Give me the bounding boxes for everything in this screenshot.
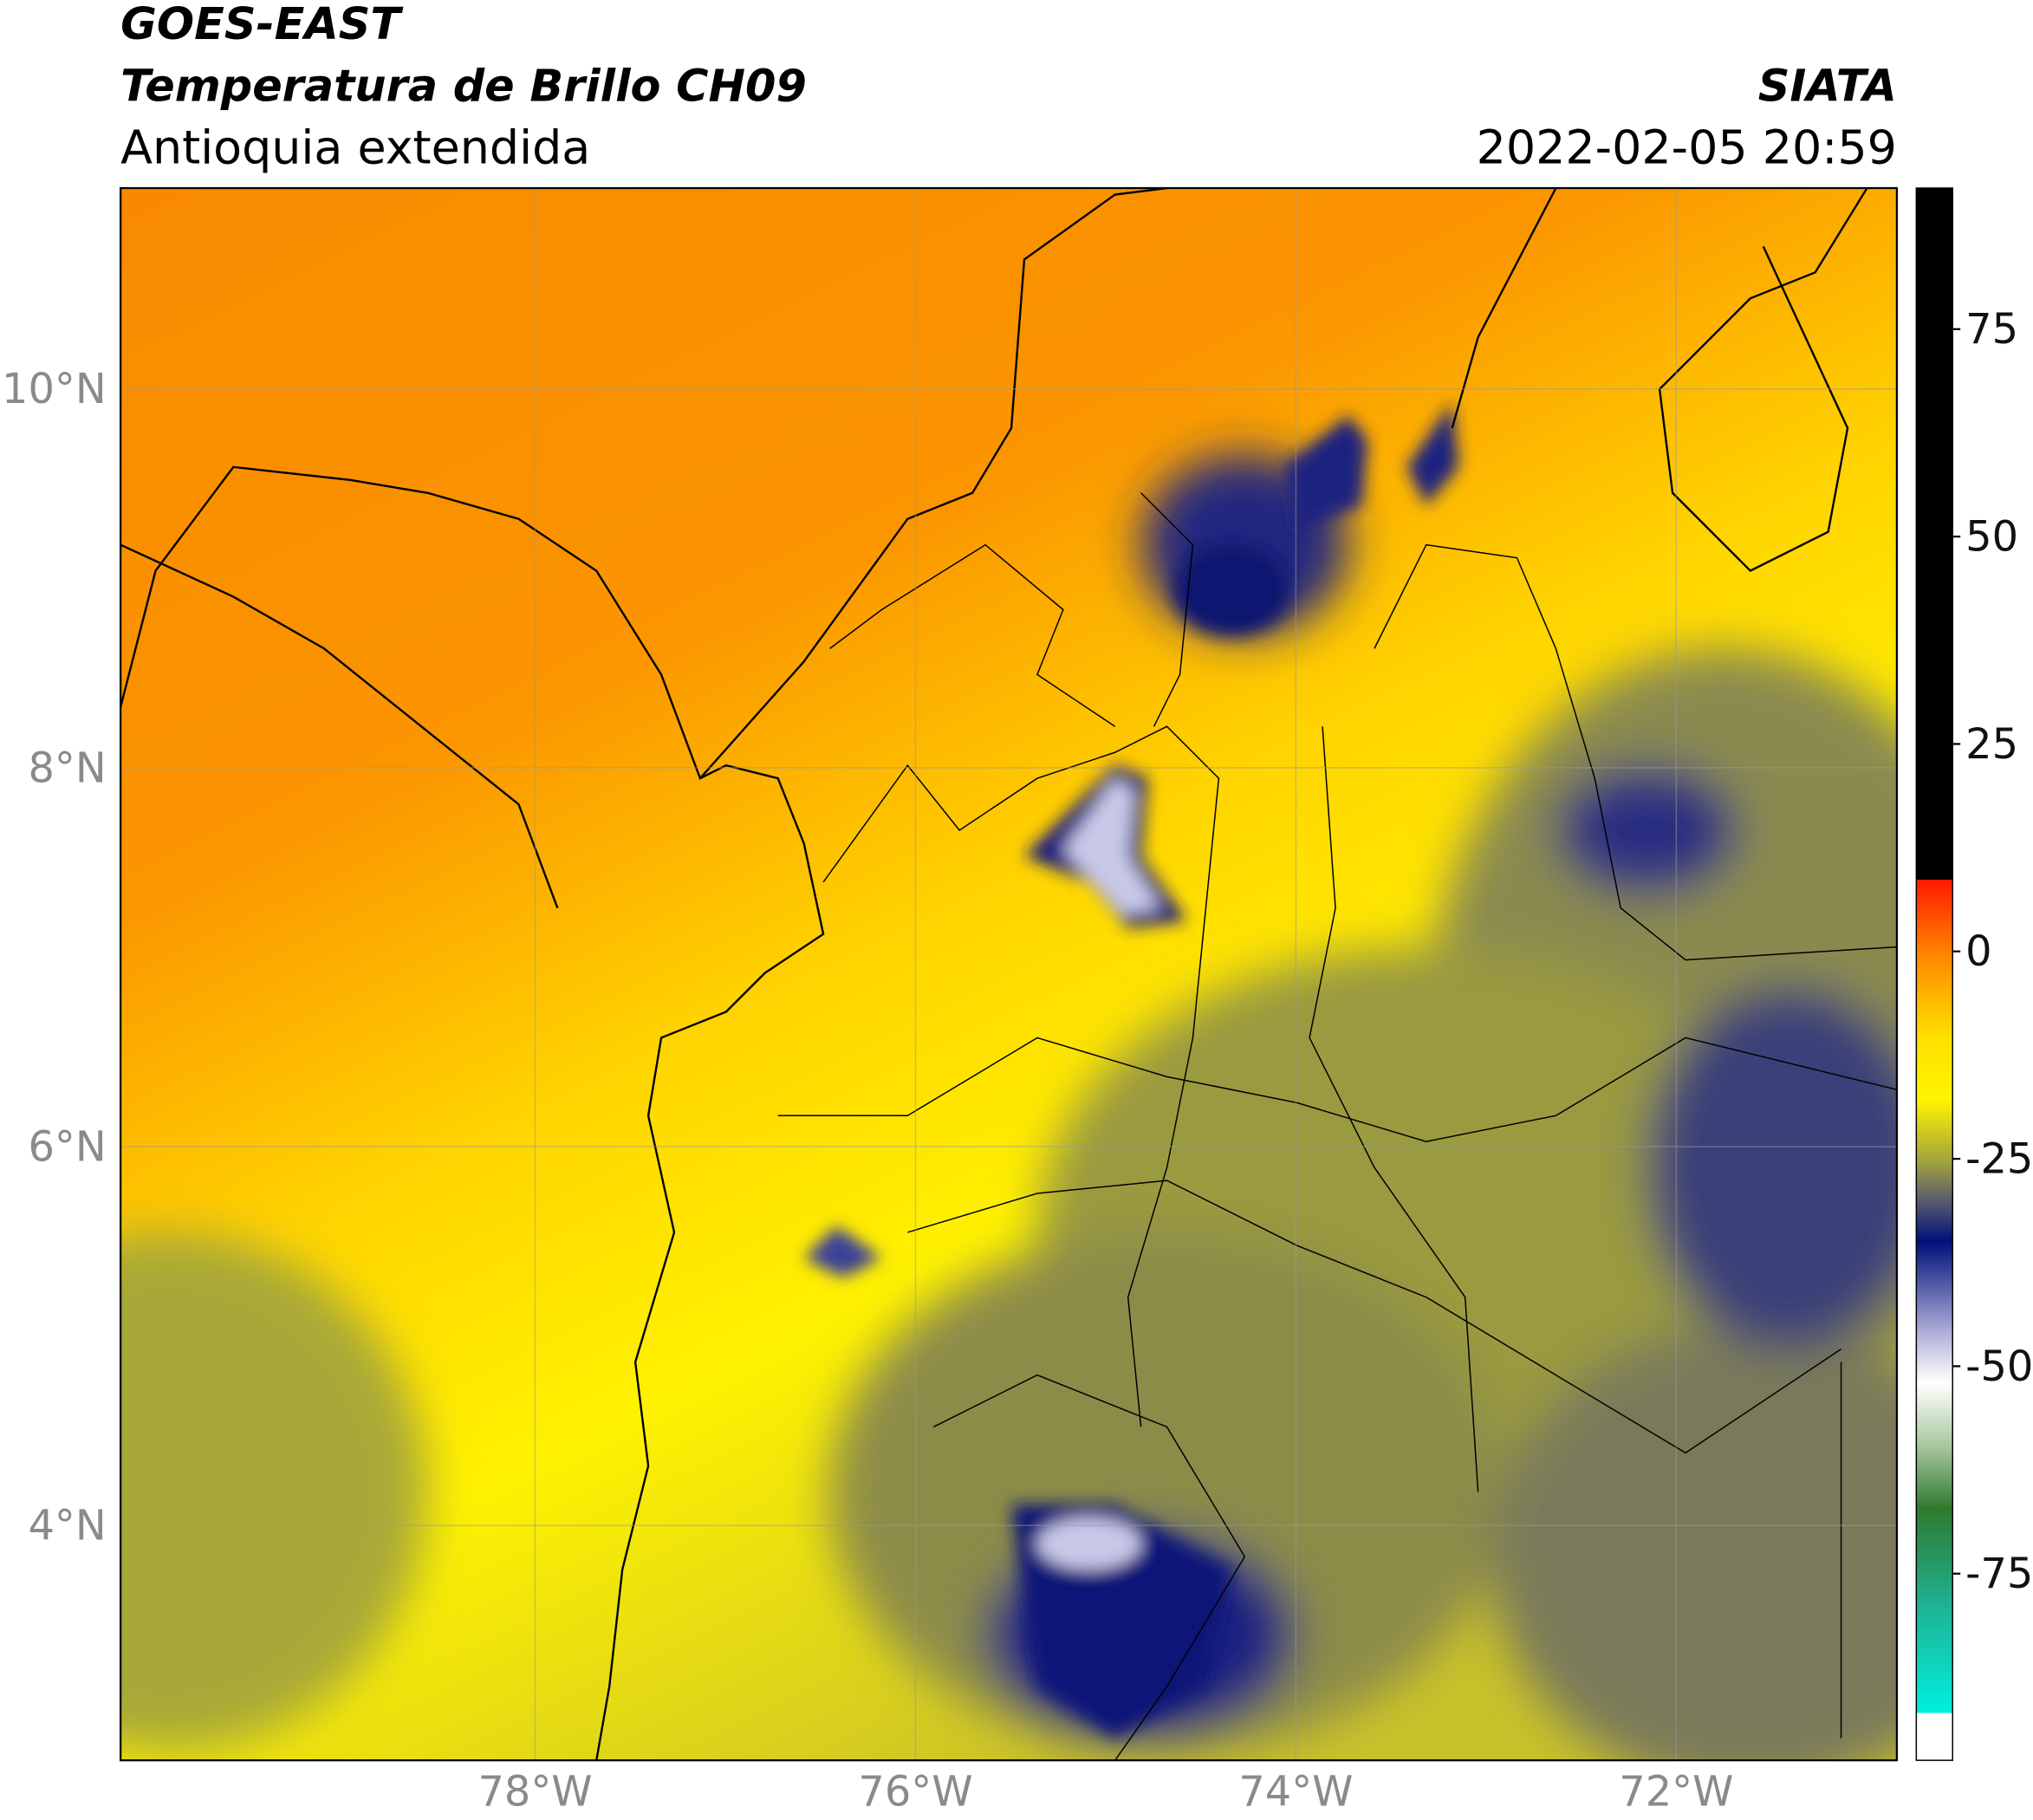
- y-tick-label: 4°N: [28, 1503, 106, 1550]
- y-tick-label: 8°N: [28, 744, 106, 792]
- admin-borders: [777, 492, 1897, 1761]
- y-tick-label: 10°N: [2, 366, 107, 413]
- x-tick-label: 76°W: [858, 1769, 972, 1817]
- colorbar-tick-label: 25: [1965, 721, 2018, 769]
- x-tick-label: 74°W: [1238, 1769, 1353, 1817]
- map-image: [120, 188, 1897, 1761]
- coastlines: [120, 188, 1868, 1761]
- colorbar-tick-label: -75: [1965, 1550, 2033, 1598]
- y-tick-label: 6°N: [28, 1123, 106, 1171]
- colorbar-tick-label: -25: [1965, 1136, 2033, 1184]
- subtitle: Temperatura de Brillo CH09: [120, 61, 807, 112]
- region: Antioquia extendida: [120, 120, 590, 175]
- cold-tops: [803, 402, 1459, 1739]
- title: GOES-EAST: [120, 0, 404, 49]
- colorbar: [1915, 187, 1953, 1761]
- x-tick-label: 78°W: [477, 1769, 592, 1817]
- map-frame: [120, 186, 1899, 1762]
- colorbar-tick-label: 0: [1965, 928, 1991, 976]
- timestamp: 2022-02-05 20:59: [1477, 120, 1897, 175]
- colorbar-tick-label: 50: [1965, 514, 2018, 562]
- colorbar-tick-label: 75: [1965, 306, 2018, 354]
- x-tick-label: 72°W: [1619, 1769, 1733, 1817]
- colorbar-tick-label: -50: [1965, 1343, 2033, 1391]
- grid: [120, 188, 1897, 1761]
- source: SIATA: [1758, 61, 1897, 112]
